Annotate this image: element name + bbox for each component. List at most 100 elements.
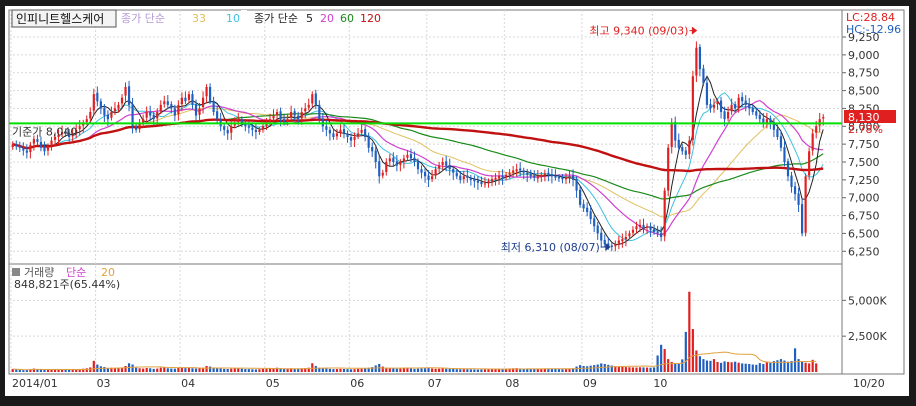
candle-body <box>476 180 479 183</box>
candle-body <box>596 225 599 234</box>
volume-bar <box>399 368 402 372</box>
volume-bar <box>575 366 578 372</box>
candle-body <box>579 189 582 205</box>
volume-bar <box>342 368 346 372</box>
title-box[interactable] <box>11 9 117 28</box>
candle-body <box>431 176 434 180</box>
candle-body <box>32 139 35 144</box>
volume-bar <box>247 369 250 372</box>
candle-body <box>512 170 515 173</box>
time-tick-label: 07 <box>428 377 442 390</box>
candle-body <box>279 111 282 120</box>
candle-body <box>120 97 124 104</box>
volume-tick-label: 2,500K <box>848 330 887 343</box>
price-panel[interactable] <box>8 9 843 265</box>
candle-body <box>339 129 342 133</box>
candle-body <box>138 122 141 130</box>
volume-bar <box>727 361 730 372</box>
candle-body <box>695 47 698 76</box>
volume-bar <box>691 329 694 372</box>
candle-body <box>353 137 356 140</box>
candle-body <box>170 104 173 109</box>
volume-legend-label: 거래량 <box>24 266 54 279</box>
price-tick-label: 8,500 <box>848 85 880 98</box>
candle-body <box>494 177 497 180</box>
faded-ma-period-1: 33 <box>192 12 206 25</box>
volume-bar <box>237 368 240 372</box>
volume-bar <box>364 368 367 372</box>
candle-body <box>205 87 208 97</box>
candle-body <box>617 240 620 244</box>
candle-body <box>187 94 191 100</box>
volume-bar <box>758 363 761 372</box>
volume-bar <box>152 368 155 372</box>
time-tick-label: 05 <box>266 377 280 390</box>
volume-bar <box>776 360 779 372</box>
volume-bar <box>413 368 416 372</box>
volume-bar <box>462 369 465 372</box>
volume-bar <box>667 359 670 372</box>
candle-body <box>649 226 652 230</box>
volume-bar <box>385 367 388 372</box>
candle-body <box>290 112 293 118</box>
candle-body <box>571 175 575 180</box>
candle-body <box>691 76 694 140</box>
volume-bar <box>808 363 811 372</box>
candle-body <box>223 126 226 130</box>
volume-bar <box>790 361 793 372</box>
volume-bar <box>205 365 208 372</box>
candle-body <box>349 137 353 141</box>
candle-body <box>131 104 134 127</box>
volume-bar <box>540 368 543 372</box>
candle-body <box>568 176 571 178</box>
candle-body <box>526 172 529 175</box>
candle-body <box>177 104 180 115</box>
volume-bar <box>684 331 687 372</box>
price-axis-panel <box>841 9 905 375</box>
candle-body <box>201 97 205 107</box>
volume-tick-label: 5,000K <box>848 294 887 307</box>
candle-body <box>254 129 257 132</box>
volume-bar <box>360 368 363 372</box>
volume-bar <box>75 369 78 372</box>
high-annotation: 최고 9,340 (09/03) <box>589 25 688 38</box>
volume-bar <box>92 360 95 372</box>
candle-body <box>78 126 81 130</box>
candle-body <box>561 177 564 180</box>
candle-body <box>332 133 335 137</box>
volume-bar <box>166 368 169 372</box>
candle-body <box>670 122 673 147</box>
volume-bar <box>187 367 191 372</box>
volume-bar <box>279 368 282 372</box>
candle-body <box>64 131 67 134</box>
candle-body <box>46 146 50 151</box>
volume-panel[interactable] <box>8 263 843 375</box>
volume-bar <box>325 368 328 372</box>
candle-body <box>705 82 709 105</box>
volume-bar <box>198 368 201 372</box>
candle-body <box>360 129 363 133</box>
volume-bar <box>554 368 557 372</box>
candle-body <box>371 147 374 152</box>
volume-bar <box>283 368 286 372</box>
candle-body <box>755 111 758 116</box>
candle-body <box>719 100 723 112</box>
volume-bar <box>737 362 740 372</box>
candle-body <box>258 129 261 132</box>
volume-bar <box>219 368 222 372</box>
hc-label: HC:-12.96 <box>846 23 901 36</box>
volume-bar <box>99 366 102 372</box>
volume-bar <box>769 362 772 372</box>
candle-body <box>427 175 430 180</box>
price-tick-label: 9,250 <box>848 31 880 44</box>
current-price-box <box>844 110 896 123</box>
price-tick-label: 6,250 <box>848 245 880 258</box>
candle-body <box>402 158 405 162</box>
ma-legend-5: 5 <box>306 12 313 25</box>
candle-body <box>163 101 166 105</box>
volume-bar <box>46 369 50 372</box>
volume-bar <box>473 369 476 372</box>
volume-bar <box>663 349 666 372</box>
candle-body <box>582 204 585 209</box>
